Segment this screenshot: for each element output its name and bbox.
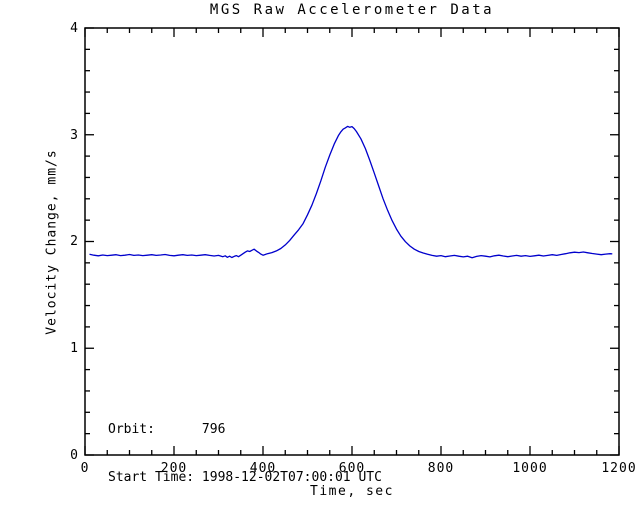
x-tick-label-200: 200 [160, 461, 188, 476]
orbit-annotation: Orbit: 796 [108, 422, 226, 437]
x-tick-label-400: 400 [249, 461, 277, 476]
x-tick-label-600: 600 [338, 461, 366, 476]
y-tick-label-3: 3 [70, 128, 78, 143]
x-tick-label-800: 800 [427, 461, 455, 476]
x-tick-label-1200: 1200 [601, 461, 637, 476]
x-axis-label: Time, sec [310, 484, 394, 499]
x-tick-label-1000: 1000 [512, 461, 548, 476]
y-tick-label-1: 1 [70, 341, 78, 356]
chart-title: MGS Raw Accelerometer Data [209, 2, 495, 18]
y-tick-label-2: 2 [70, 234, 78, 249]
y-tick-label-4: 4 [70, 21, 78, 36]
x-tick-label-0: 0 [80, 461, 90, 476]
y-axis-label: Velocity Change, mm/s [44, 149, 60, 335]
data-line [89, 125, 613, 259]
y-tick-label-0: 0 [70, 448, 78, 463]
axis-ticks [84, 27, 620, 456]
start-time-annotation: Start Time: 1998-12-02T07:00:01 UTC [108, 470, 382, 485]
annotation-block: Orbit: 796 Start Time: 1998-12-02T07:00:… [108, 390, 382, 512]
